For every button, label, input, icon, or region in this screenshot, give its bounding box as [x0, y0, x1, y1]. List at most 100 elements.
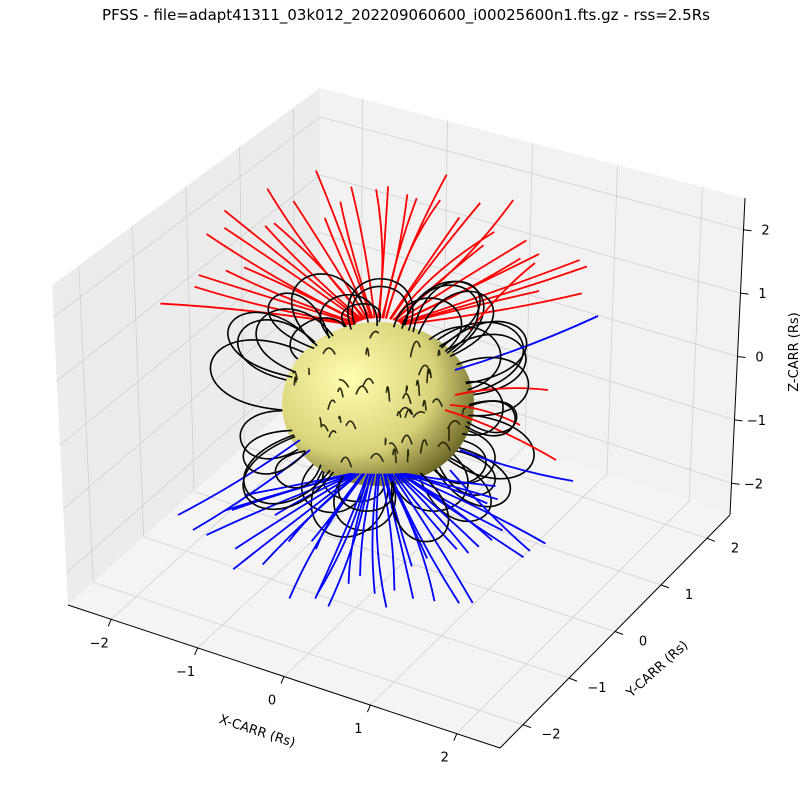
closed-field-line — [430, 428, 496, 485]
surface-loop — [417, 364, 429, 376]
closed-field-line — [392, 297, 463, 353]
grid-line-z-left — [53, 116, 321, 318]
open-field-line-negative — [403, 472, 488, 505]
surface-loop — [402, 392, 412, 404]
surface-loop — [412, 411, 426, 418]
left-pane — [52, 88, 320, 605]
closed-field-line — [401, 284, 480, 354]
closed-field-line — [274, 450, 322, 489]
surface-loop — [399, 406, 413, 415]
surface-loop — [404, 408, 414, 419]
z-tick-label: 2 — [761, 224, 769, 239]
closed-field-line — [417, 455, 492, 523]
grid-line-z — [319, 116, 744, 231]
open-field-line-positive — [388, 216, 461, 320]
x-tick-label: 0 — [268, 694, 276, 709]
surface-loop — [345, 420, 357, 430]
closed-field-line — [444, 413, 535, 480]
surface-loop — [292, 370, 298, 381]
open-field-line-negative — [316, 473, 369, 595]
closed-field-line — [300, 460, 368, 514]
open-field-line-positive — [198, 274, 356, 325]
closed-field-line — [267, 292, 330, 350]
sphere-surface — [282, 322, 474, 486]
surface-loop — [328, 430, 337, 438]
x-tick — [453, 733, 458, 741]
open-field-line-negative — [244, 472, 352, 496]
closed-field-line — [428, 325, 502, 391]
surface-loop — [437, 349, 441, 357]
closed-field-line — [255, 308, 334, 373]
z-tick-label: 1 — [758, 287, 766, 302]
y-tick — [614, 631, 624, 635]
z-tick — [737, 356, 746, 358]
closed-field-line — [351, 285, 409, 330]
closed-field-line — [337, 475, 395, 512]
surface-loop — [370, 452, 385, 463]
surface-loop — [422, 399, 427, 411]
y-axis-label: Y-CARR (Rs) — [623, 638, 691, 701]
open-field-line-negative — [384, 473, 413, 567]
z-tick — [731, 482, 740, 485]
surface-loop — [427, 368, 432, 379]
grid-line-z — [319, 232, 738, 357]
open-field-line-positive — [382, 197, 418, 319]
closed-field-line — [242, 429, 307, 475]
open-field-line-positive — [206, 233, 359, 323]
grid-line-y-wall — [292, 107, 296, 401]
open-field-line-positive — [266, 188, 367, 320]
open-field-line-negative — [391, 473, 474, 604]
field-lines-front — [177, 262, 599, 608]
x-tick-label: 1 — [354, 722, 362, 737]
closed-field-line — [289, 317, 348, 363]
x-tick — [366, 704, 371, 713]
grid-line-y — [244, 445, 662, 586]
open-field-line-positive — [389, 202, 481, 320]
open-field-line-negative — [397, 473, 480, 548]
closed-field-line — [390, 472, 450, 543]
closed-field-line — [236, 319, 319, 382]
surface-loop — [327, 399, 336, 410]
open-field-line-positive — [160, 302, 355, 327]
x-tick — [107, 619, 112, 627]
grid-lines — [53, 98, 744, 734]
closed-field-line — [227, 311, 318, 378]
closed-field-line — [239, 409, 303, 460]
z-tick — [740, 292, 749, 295]
grid-line-x — [456, 501, 690, 734]
z-tick — [734, 419, 743, 422]
z-tick — [743, 229, 752, 232]
open-field-line-positive — [315, 170, 373, 319]
open-field-line-positive — [444, 409, 557, 461]
open-field-line-negative — [399, 472, 493, 541]
surface-loop — [437, 441, 452, 452]
surface-loop — [337, 415, 342, 423]
open-field-line-positive — [339, 201, 374, 319]
closed-field-line — [436, 449, 496, 496]
closed-field-line — [440, 320, 528, 385]
surface-loop — [392, 448, 397, 463]
closed-field-line — [242, 435, 335, 511]
open-field-line-positive — [449, 404, 521, 426]
open-field-line-negative — [393, 473, 458, 550]
open-field-line-negative — [310, 473, 364, 542]
x-tick-label: 2 — [441, 751, 449, 766]
surface-loop — [406, 449, 410, 463]
y-tick — [522, 724, 532, 729]
surface-loop — [338, 378, 350, 388]
open-field-line-positive — [264, 225, 364, 321]
closed-field-line — [209, 339, 309, 412]
tick-marks: −2 −2 −2 −1 −1 −1 0 0 0 1 1 1 2 2 2 — [90, 224, 770, 766]
y-tick-label: −2 — [541, 728, 560, 743]
y-tick — [660, 584, 670, 589]
open-field-line-negative — [327, 473, 372, 607]
open-field-line-positive — [194, 285, 355, 325]
open-field-line-negative — [380, 473, 396, 591]
surface-loop — [401, 434, 413, 445]
surface-loop — [409, 340, 421, 358]
grid-line-x-wall — [606, 164, 618, 474]
open-field-line-positive — [378, 186, 390, 319]
sun-sphere — [282, 322, 474, 486]
closed-field-line — [333, 475, 397, 532]
grid-line-x-wall — [688, 186, 703, 502]
